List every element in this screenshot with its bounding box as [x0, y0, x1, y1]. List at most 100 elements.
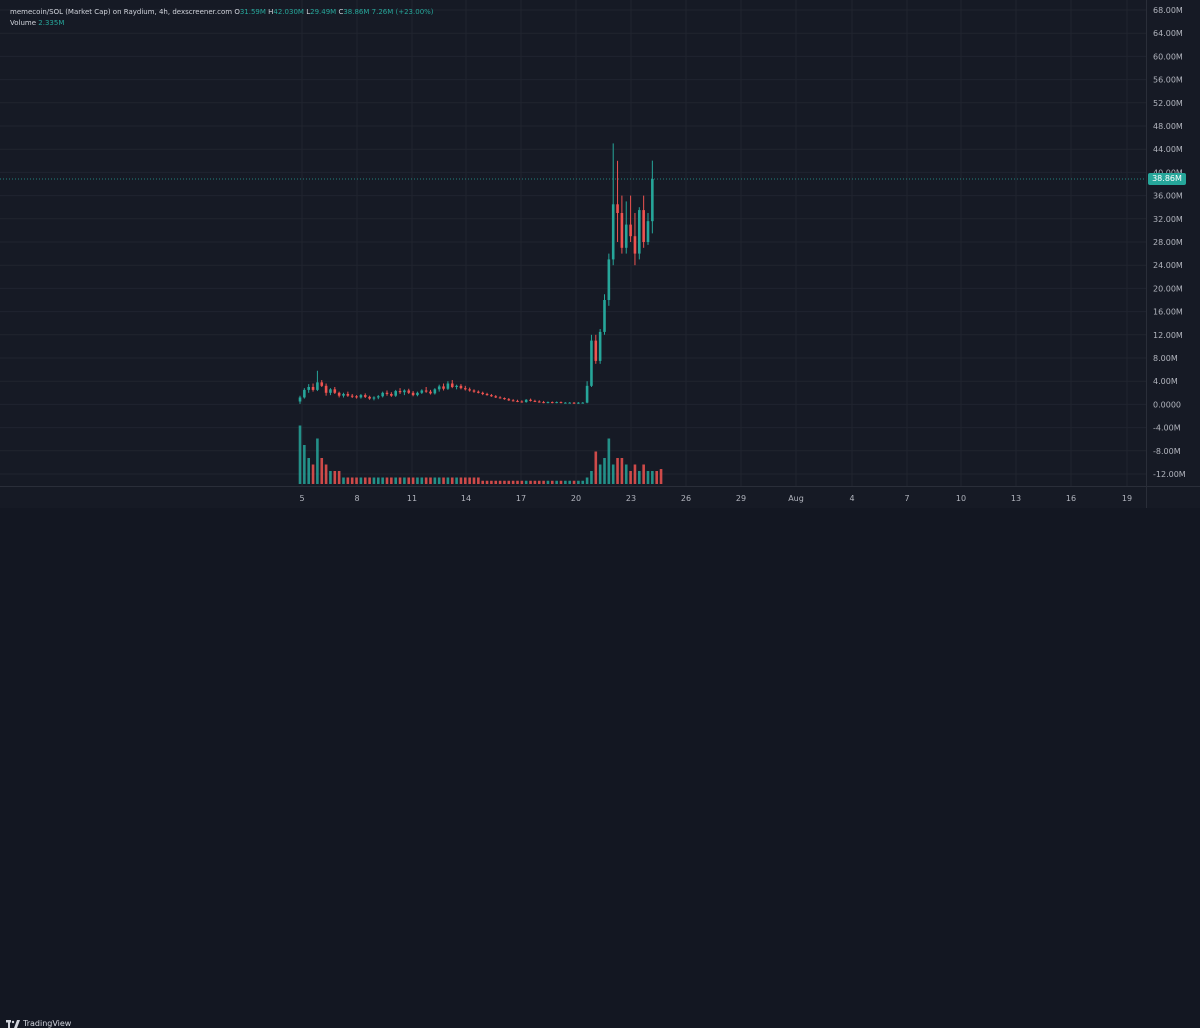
candle-body	[455, 385, 458, 387]
candle-body	[511, 400, 515, 402]
volume-bar	[507, 480, 511, 484]
volume-bar	[307, 458, 310, 484]
candle-body	[450, 383, 454, 387]
candle-body	[398, 391, 402, 393]
candle-body	[333, 389, 337, 393]
volume-bar	[420, 477, 424, 484]
price-tick-label: 32.00M	[1153, 215, 1183, 224]
price-tick-label: -4.00M	[1153, 424, 1181, 433]
candle-body	[490, 395, 493, 397]
candle-body	[311, 387, 315, 390]
candle-body	[555, 402, 558, 404]
time-tick-label: 23	[626, 494, 636, 503]
candle-body	[377, 396, 380, 398]
legend-high-label: H	[268, 8, 274, 16]
volume-bar	[368, 477, 371, 484]
candle-body	[507, 399, 511, 401]
price-tick-label: 40.00M	[1153, 168, 1183, 177]
candle-body	[472, 390, 476, 392]
candle-body	[411, 392, 415, 396]
candle-body	[537, 401, 541, 403]
price-tick-label: 64.00M	[1153, 29, 1183, 38]
price-axis-ticks: 68.00M 64.00M 60.00M 56.00M 52.00M 48.00M 44.0…	[1153, 6, 1186, 479]
candle-body	[616, 204, 619, 213]
volume-bar	[342, 477, 345, 484]
volume-bar	[437, 477, 441, 484]
price-tick-label: 52.00M	[1153, 99, 1183, 108]
volume-bar	[450, 477, 454, 484]
time-axis[interactable]: 5 8 11 14 17 20 23 26 29 Aug 4 7 10 13 16 19	[0, 486, 1146, 509]
volume-bar	[655, 471, 658, 484]
candle-body	[585, 385, 589, 403]
candle-body	[368, 396, 371, 399]
candle-body	[568, 402, 571, 404]
volume-bar	[464, 477, 467, 484]
volume-bar	[337, 471, 341, 484]
price-tick-label: 24.00M	[1153, 261, 1183, 270]
volume-bar	[485, 480, 489, 484]
candle-body	[390, 393, 393, 396]
candle-body	[603, 300, 606, 332]
volume-bar	[442, 477, 445, 484]
price-tick-label: 16.00M	[1153, 308, 1183, 317]
candle-body	[403, 390, 406, 393]
price-tick-label: 8.00M	[1153, 354, 1178, 363]
price-tick-label: 44.00M	[1153, 145, 1183, 154]
chart-pane[interactable]: memecoin/SOL (Market Cap) on Raydium, 4h…	[0, 0, 1146, 486]
volume-bar	[624, 464, 628, 484]
volume-bar	[403, 477, 406, 484]
price-tick-label: 68.00M	[1153, 6, 1183, 15]
volume-bar	[411, 477, 415, 484]
candle-body	[481, 392, 484, 394]
volume-bar	[320, 458, 324, 484]
volume-bar	[568, 480, 571, 484]
candle-body	[516, 400, 519, 402]
volume-bar	[355, 477, 358, 484]
legend-close-label: C	[338, 8, 344, 16]
tradingview-logo-icon	[6, 1019, 20, 1028]
volume-bar	[363, 477, 367, 484]
volume-bar	[446, 477, 450, 484]
candle-body	[337, 392, 341, 396]
volume-bar	[472, 477, 476, 484]
volume-bar	[498, 480, 502, 484]
volume-bar	[659, 469, 663, 484]
candle-body	[446, 383, 450, 389]
volume-bar	[359, 477, 363, 484]
volume-bar	[311, 464, 315, 484]
candle-body	[611, 204, 615, 260]
volume-bar	[590, 471, 593, 484]
volume-bar	[459, 477, 463, 484]
volume-bar	[529, 480, 532, 484]
price-tick-label: 56.00M	[1153, 76, 1183, 85]
volume-bar	[490, 480, 493, 484]
candlestick-plot[interactable]	[0, 0, 1146, 486]
candle-body	[590, 340, 593, 386]
candle-body	[607, 259, 611, 300]
candle-body	[416, 392, 419, 396]
volume-bar	[516, 480, 519, 484]
volume-bar	[385, 477, 389, 484]
volume-bar	[594, 451, 598, 484]
candle-body	[477, 391, 480, 393]
volume-bar	[533, 480, 537, 484]
volume-bar	[372, 477, 376, 484]
legend-low: 29.49M	[310, 8, 337, 16]
legend-change: 7.26M (+23.00%)	[371, 8, 434, 16]
volume-value: 2.335M	[38, 19, 65, 27]
volume-bar	[503, 480, 506, 484]
candle-body	[342, 393, 345, 396]
volume-bar	[633, 464, 637, 484]
time-tick-label: 4	[849, 494, 854, 503]
price-axis[interactable]: 68.00M 64.00M 60.00M 56.00M 52.00M 48.00M 44.0…	[1146, 0, 1200, 486]
volume-bar	[524, 480, 528, 484]
candle-body	[524, 399, 528, 403]
volume-bar	[555, 480, 558, 484]
candle-body	[533, 400, 537, 402]
candle-body	[572, 402, 576, 404]
tradingview-brand[interactable]: TradingView	[6, 1019, 71, 1028]
volume-bar	[407, 477, 411, 484]
volume-bar	[564, 480, 567, 484]
price-tick-label: -12.00M	[1153, 470, 1186, 479]
candle-body	[363, 395, 367, 397]
